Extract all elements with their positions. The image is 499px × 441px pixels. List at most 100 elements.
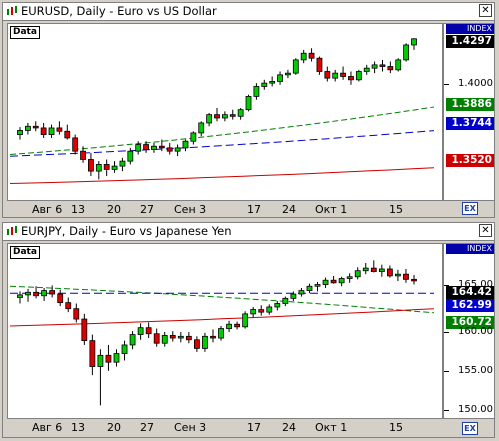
date-label: Авг 6 xyxy=(32,203,63,216)
bullish-candle xyxy=(285,72,291,76)
expand-button[interactable]: EX xyxy=(462,202,478,215)
bullish-candle xyxy=(362,267,369,272)
bullish-candle xyxy=(97,354,104,367)
current-price-label: 164.42 xyxy=(446,286,494,299)
bullish-candle xyxy=(177,335,184,339)
bearish-candle xyxy=(166,147,173,152)
bullish-candle xyxy=(129,334,136,346)
date-axis: Авг 6 13 20 27 Сен 3 17 24 Окт 1 15 xyxy=(7,202,443,216)
date-label: 27 xyxy=(140,203,154,216)
bullish-candle xyxy=(127,150,134,162)
chart-title-bar[interactable]: EURUSD, Daily - Euro vs US Dollar ✕ xyxy=(3,3,494,21)
bullish-candle xyxy=(17,294,23,298)
bullish-candle xyxy=(182,140,189,149)
bullish-candle xyxy=(292,59,299,74)
close-button[interactable]: ✕ xyxy=(479,224,492,237)
bullish-candle xyxy=(395,59,402,71)
candlestick-chart xyxy=(9,38,435,184)
bullish-candle xyxy=(41,290,48,297)
bearish-candle xyxy=(316,57,323,72)
bearish-candle xyxy=(158,145,165,149)
date-label: Окт 1 xyxy=(315,203,348,216)
scale-tick xyxy=(444,371,449,372)
candlestick-chart xyxy=(9,260,435,406)
bullish-candle xyxy=(371,64,378,69)
bearish-candle xyxy=(81,318,88,342)
current-price-label: 1.4297 xyxy=(446,35,494,48)
bullish-candle xyxy=(113,353,120,363)
bullish-candle xyxy=(25,291,31,296)
bullish-candle xyxy=(269,81,276,84)
bearish-candle xyxy=(80,150,86,160)
chart-title-bar[interactable]: EURJPY, Daily - Euro vs Japanese Yen ✕ xyxy=(3,223,494,241)
date-label: Окт 1 xyxy=(315,421,348,434)
date-label: 15 xyxy=(389,421,403,434)
scale-tick xyxy=(444,410,449,411)
close-button[interactable]: ✕ xyxy=(479,4,492,17)
price-level-label: 155.00 xyxy=(458,365,493,376)
bullish-candle xyxy=(322,279,329,285)
bearish-candle xyxy=(89,340,96,367)
bullish-candle xyxy=(137,327,144,335)
bearish-candle xyxy=(411,278,417,282)
price-plot[interactable]: Data xyxy=(7,243,443,419)
price-plot[interactable]: Data xyxy=(7,23,443,201)
price-scale[interactable]: INDEX 1.4297 1.4000 1.3886 1.3744 1.3520 xyxy=(443,23,495,201)
price-level-label: 1.4000 xyxy=(458,78,493,89)
chart-window-eurusd[interactable]: EURUSD, Daily - Euro vs US Dollar ✕ Data… xyxy=(2,2,495,218)
index-label: INDEX xyxy=(446,244,494,254)
bullish-candle xyxy=(277,74,283,82)
bearish-candle xyxy=(258,309,265,313)
date-label: 27 xyxy=(140,421,154,434)
bearish-candle xyxy=(169,335,176,339)
bearish-candle xyxy=(348,76,354,81)
date-axis: Авг 6 13 20 27 Сен 3 17 24 Окт 1 15 xyxy=(7,420,443,434)
chart-icon xyxy=(7,6,17,15)
bullish-candle xyxy=(306,285,313,291)
bullish-candle xyxy=(403,44,410,61)
moving-average-line xyxy=(9,285,435,314)
bearish-candle xyxy=(386,268,393,277)
bullish-candle xyxy=(237,109,244,117)
bearish-candle xyxy=(143,144,149,150)
bearish-candle xyxy=(64,130,71,139)
bullish-candle xyxy=(261,82,268,87)
bullish-candle xyxy=(95,164,102,172)
bullish-candle xyxy=(17,130,23,135)
bearish-candle xyxy=(193,339,200,349)
bullish-candle xyxy=(202,335,208,349)
bullish-candle xyxy=(395,273,401,277)
ma-green-label: 160.72 xyxy=(446,316,494,329)
price-level-label: 165.00 xyxy=(458,279,493,290)
bullish-candle xyxy=(226,323,232,329)
bullish-candle xyxy=(282,297,289,304)
scale-tick xyxy=(444,332,449,333)
bullish-candle xyxy=(206,114,213,124)
bullish-candle xyxy=(198,122,205,134)
bearish-candle xyxy=(387,66,394,71)
price-scale[interactable]: INDEX 165.00 164.42 162.99 160.72 160.00… xyxy=(443,243,495,419)
bearish-candle xyxy=(214,114,220,119)
bullish-candle xyxy=(411,38,417,46)
bullish-candle xyxy=(300,52,307,61)
bearish-candle xyxy=(229,114,236,117)
bullish-candle xyxy=(151,145,157,150)
bullish-candle xyxy=(332,72,339,79)
bullish-candle xyxy=(121,344,128,354)
bullish-candle xyxy=(378,268,385,272)
chart-title: EURJPY, Daily - Euro vs Japanese Yen xyxy=(21,224,232,238)
bearish-candle xyxy=(185,335,192,341)
bearish-candle xyxy=(103,164,110,170)
bearish-candle xyxy=(56,127,63,132)
bullish-candle xyxy=(218,328,224,339)
bullish-candle xyxy=(298,290,305,295)
ma-green-label: 1.3886 xyxy=(446,98,494,111)
date-label: 17 xyxy=(247,203,261,216)
bullish-candle xyxy=(24,125,31,131)
date-label: Авг 6 xyxy=(32,421,63,434)
expand-button[interactable]: EX xyxy=(462,422,478,435)
chart-window-eurjpy[interactable]: EURJPY, Daily - Euro vs Japanese Yen ✕ D… xyxy=(2,222,495,438)
price-level-label: 160.00 xyxy=(458,326,493,337)
bearish-candle xyxy=(153,333,160,344)
scale-tick xyxy=(444,285,449,286)
